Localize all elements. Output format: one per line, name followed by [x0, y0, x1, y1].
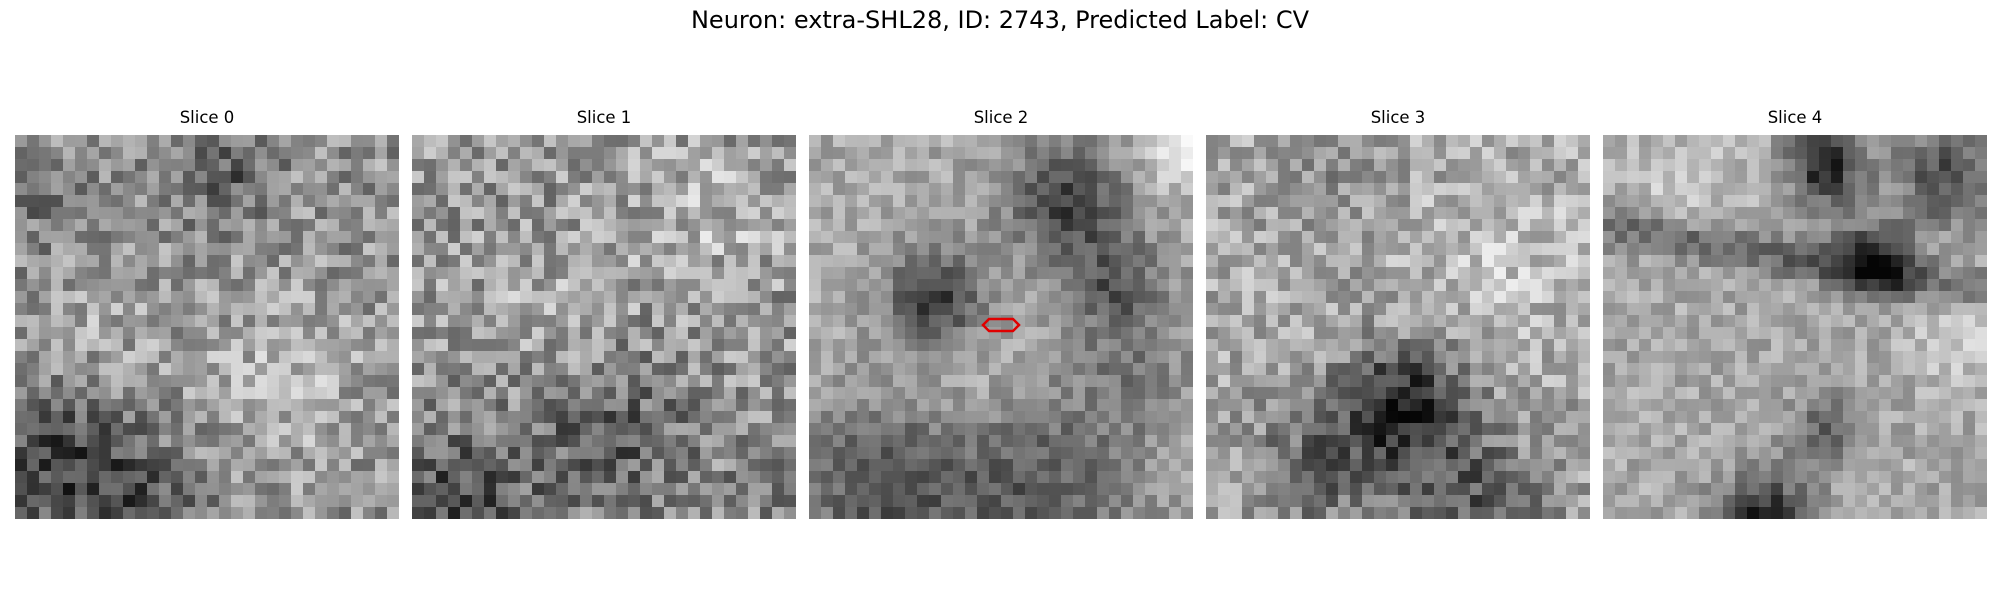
slice-image-3	[1206, 135, 1590, 519]
slice-pixels	[1206, 135, 1590, 519]
figure-title: Neuron: extra-SHL28, ID: 2743, Predicted…	[690, 6, 1310, 34]
slice-image-1	[412, 135, 796, 519]
panel-title: Slice 1	[576, 108, 632, 127]
panel-title: Slice 0	[179, 108, 235, 127]
neuron-outline-marker	[981, 317, 1021, 333]
slice-pixels	[809, 135, 1193, 519]
panel-title: Slice 4	[1767, 108, 1823, 127]
slice-pixels	[412, 135, 796, 519]
slice-image-4	[1603, 135, 1987, 519]
panel-title: Slice 3	[1370, 108, 1426, 127]
slice-pixels	[15, 135, 399, 519]
slice-image-0	[15, 135, 399, 519]
slice-image-2	[809, 135, 1193, 519]
panel-title: Slice 2	[973, 108, 1029, 127]
slice-pixels	[1603, 135, 1987, 519]
